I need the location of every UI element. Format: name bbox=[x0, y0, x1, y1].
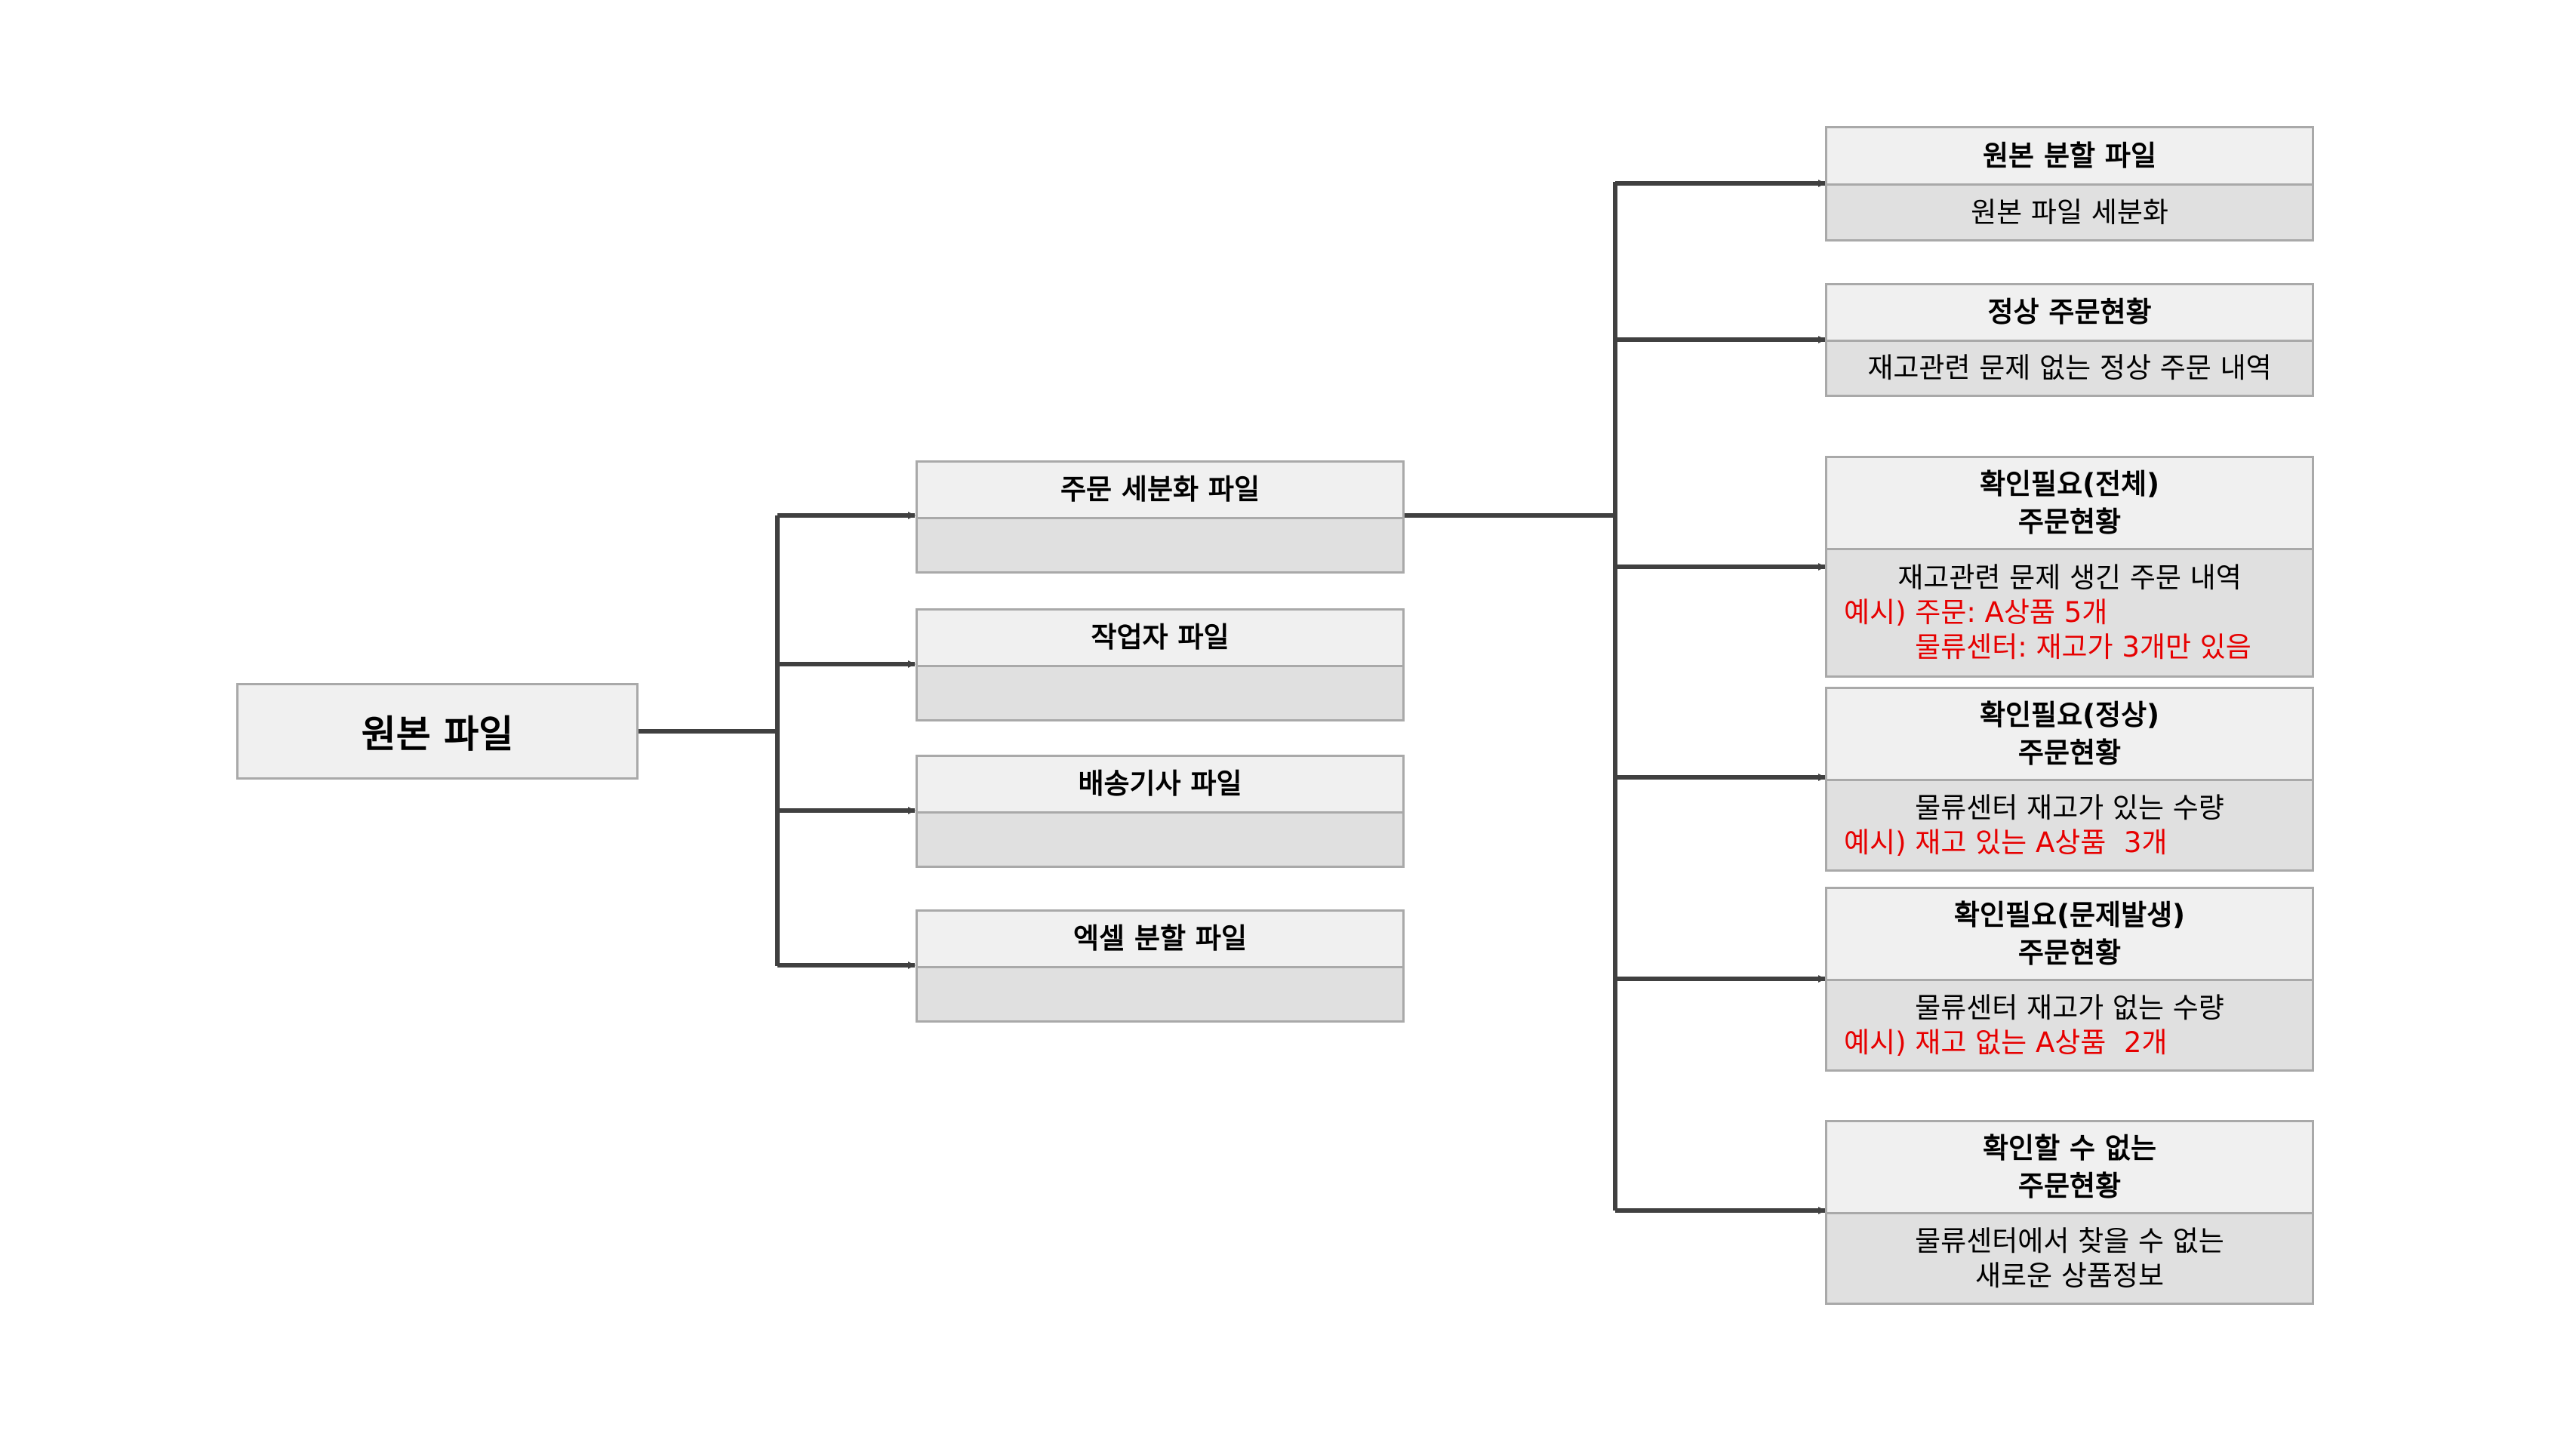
title-line-2: 주문현황 bbox=[2017, 505, 2122, 538]
right-node-body: 물류센터 재고가 없는 수량 예시) 재고 없는 A상품 2개 bbox=[1827, 981, 2312, 1069]
title-line-1: 정상 주문현황 bbox=[1987, 296, 2152, 328]
right-node-title: 원본 분할 파일 bbox=[1827, 128, 2312, 186]
desc-line-1: 물류센터 재고가 있는 수량 bbox=[1915, 791, 2224, 824]
middle-node-title: 배송기사 파일 bbox=[918, 757, 1402, 814]
desc-line-1: 재고관련 문제 없는 정상 주문 내역 bbox=[1867, 352, 2272, 384]
desc-line-1: 물류센터에서 찾을 수 없는 bbox=[1915, 1224, 2224, 1257]
right-node-title: 정상 주문현황 bbox=[1827, 285, 2312, 342]
root-node-label: 원본 파일 bbox=[361, 712, 514, 756]
middle-node-title: 엑셀 분할 파일 bbox=[918, 912, 1402, 968]
example-line-2: 물류센터: 재고가 3개만 있음 bbox=[1844, 631, 2251, 663]
right-node-body: 물류센터에서 찾을 수 없는 새로운 상품정보 bbox=[1827, 1214, 2312, 1303]
middle-node-excel-split: 엑셀 분할 파일 bbox=[916, 909, 1405, 1023]
right-node-title: 확인필요(문제발생) 주문현황 bbox=[1827, 889, 2312, 981]
right-node-body: 재고관련 문제 없는 정상 주문 내역 bbox=[1827, 342, 2312, 395]
middle-node-body bbox=[918, 519, 1402, 571]
right-node-body: 재고관련 문제 생긴 주문 내역 예시) 주문: A상품 5개 물류센터: 재고… bbox=[1827, 550, 2312, 675]
right-node-body: 물류센터 재고가 있는 수량 예시) 재고 있는 A상품 3개 bbox=[1827, 781, 2312, 869]
right-node-normal-orders: 정상 주문현황 재고관련 문제 없는 정상 주문 내역 bbox=[1825, 283, 2314, 397]
title-line-1: 확인필요(전체) bbox=[1979, 467, 2160, 500]
right-node-title: 확인필요(정상) 주문현황 bbox=[1827, 689, 2312, 781]
middle-node-driver: 배송기사 파일 bbox=[916, 755, 1405, 868]
right-node-check-all: 확인필요(전체) 주문현황 재고관련 문제 생긴 주문 내역 예시) 주문: A… bbox=[1825, 456, 2314, 678]
title-line-2: 주문현황 bbox=[2017, 736, 2122, 769]
right-node-body: 원본 파일 세분화 bbox=[1827, 186, 2312, 239]
middle-node-title: 주문 세분화 파일 bbox=[918, 463, 1402, 519]
example-line-1: 예시) 재고 있는 A상품 3개 bbox=[1844, 826, 2168, 859]
middle-node-body bbox=[918, 667, 1402, 719]
title-line-1: 확인할 수 없는 bbox=[1982, 1131, 2156, 1164]
desc-line-1: 재고관련 문제 생긴 주문 내역 bbox=[1897, 561, 2242, 594]
example-line-1: 예시) 재고 없는 A상품 2개 bbox=[1844, 1026, 2168, 1059]
title-line-2: 주문현황 bbox=[2017, 1169, 2122, 1202]
right-node-unknown: 확인할 수 없는 주문현황 물류센터에서 찾을 수 없는 새로운 상품정보 bbox=[1825, 1120, 2314, 1305]
right-node-check-normal: 확인필요(정상) 주문현황 물류센터 재고가 있는 수량 예시) 재고 있는 A… bbox=[1825, 687, 2314, 872]
middle-node-order-split: 주문 세분화 파일 bbox=[916, 460, 1405, 574]
root-node: 원본 파일 bbox=[236, 683, 639, 780]
title-line-1: 원본 분할 파일 bbox=[1982, 139, 2156, 172]
right-node-source-split: 원본 분할 파일 원본 파일 세분화 bbox=[1825, 126, 2314, 242]
middle-node-body bbox=[918, 814, 1402, 866]
desc-line-1: 원본 파일 세분화 bbox=[1971, 195, 2168, 229]
desc-line-2: 새로운 상품정보 bbox=[1974, 1259, 2165, 1292]
right-node-title: 확인필요(전체) 주문현황 bbox=[1827, 458, 2312, 550]
title-line-1: 확인필요(정상) bbox=[1979, 698, 2160, 731]
title-line-2: 주문현황 bbox=[2017, 936, 2122, 969]
right-node-title: 확인할 수 없는 주문현황 bbox=[1827, 1122, 2312, 1214]
middle-node-body bbox=[918, 968, 1402, 1020]
middle-node-title: 작업자 파일 bbox=[918, 611, 1402, 667]
example-line-1: 예시) 주문: A상품 5개 bbox=[1844, 596, 2108, 629]
right-node-check-problem: 확인필요(문제발생) 주문현황 물류센터 재고가 없는 수량 예시) 재고 없는… bbox=[1825, 887, 2314, 1072]
middle-node-worker: 작업자 파일 bbox=[916, 608, 1405, 721]
desc-line-1: 물류센터 재고가 없는 수량 bbox=[1915, 991, 2224, 1024]
title-line-1: 확인필요(문제발생) bbox=[1953, 898, 2186, 931]
